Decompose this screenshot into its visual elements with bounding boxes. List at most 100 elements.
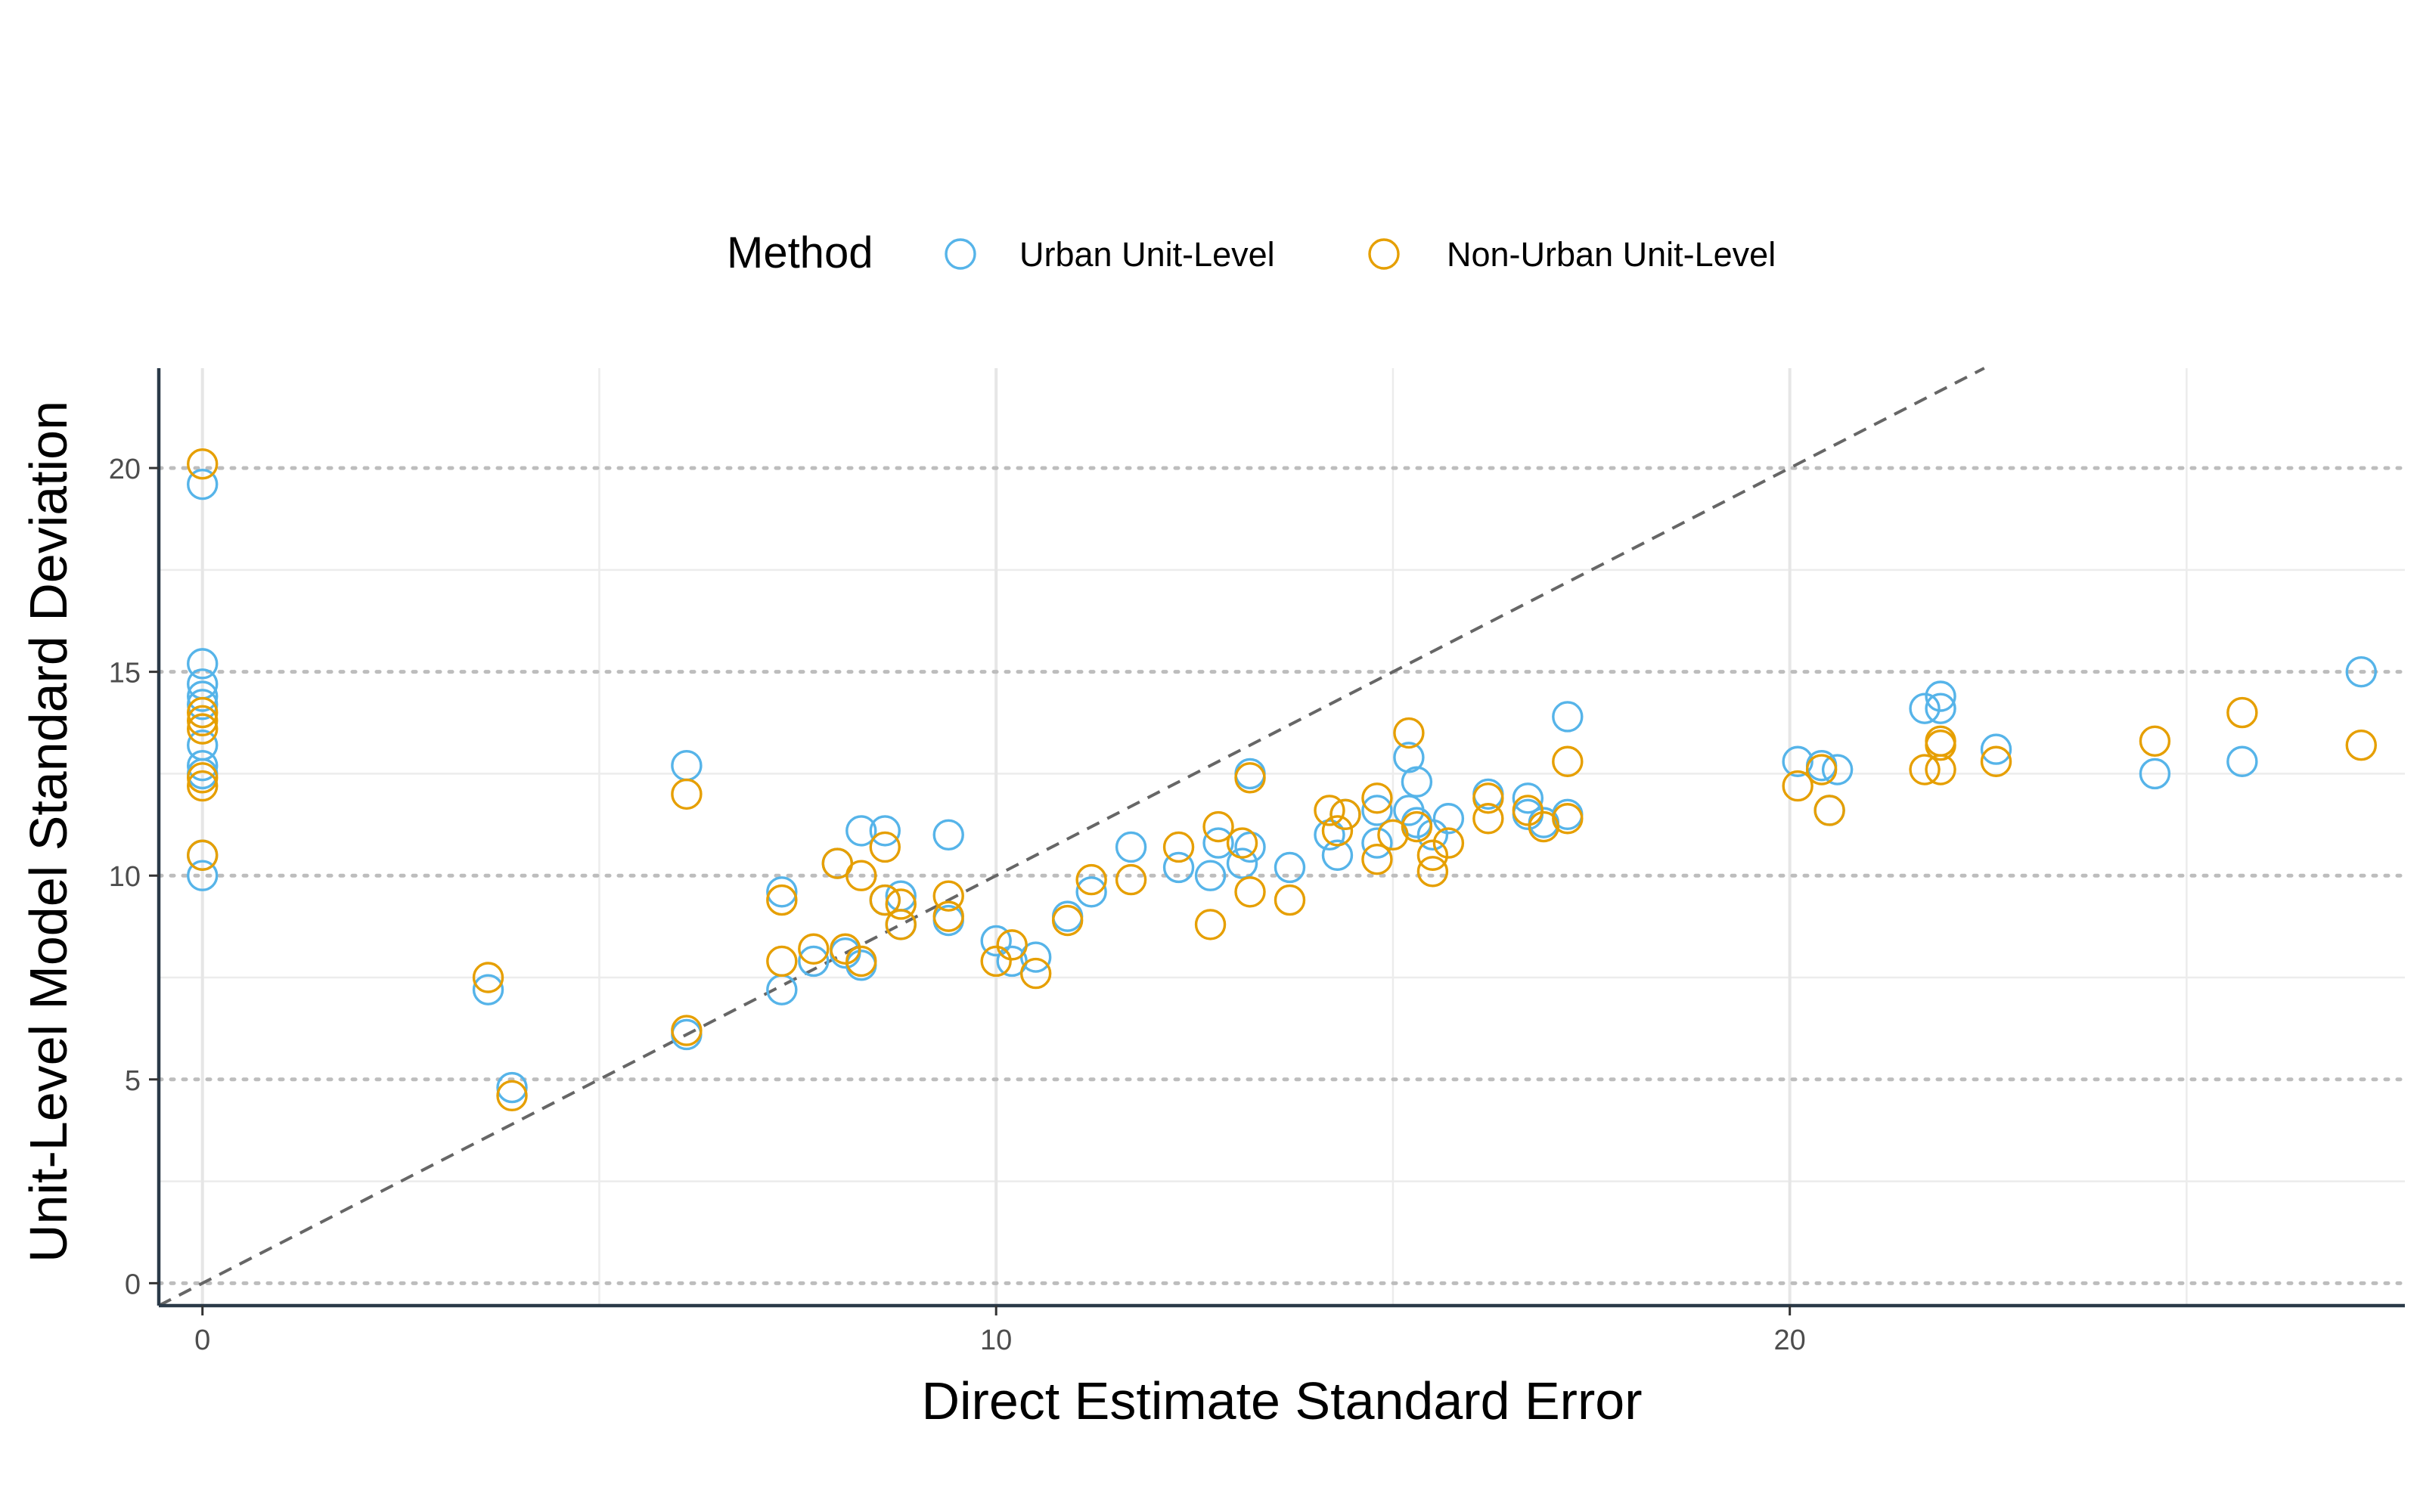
point-non-urban-unit-level [980,945,1012,978]
y-tick-label: 20 [109,454,141,485]
point-urban-unit-level [2345,655,2377,688]
point-urban-unit-level [1361,795,1393,826]
point-non-urban-unit-level [187,839,219,871]
point-non-urban-unit-level [1115,863,1147,896]
point-non-urban-unit-level [472,962,504,993]
point-urban-unit-level [187,468,219,500]
point-urban-unit-level [1226,847,1258,879]
point-urban-unit-level [1925,692,1956,724]
point-non-urban-unit-level [1361,843,1393,875]
point-non-urban-unit-level [1234,876,1266,908]
point-non-urban-unit-level [1909,754,1941,785]
point-non-urban-unit-level [187,713,219,745]
point-non-urban-unit-level [932,900,964,932]
point-urban-unit-level [1782,745,1813,777]
point-non-urban-unit-level [1782,770,1813,802]
y-tick-label: 0 [125,1269,141,1300]
point-urban-unit-level [1909,692,1941,724]
point-urban-unit-level [1432,803,1465,835]
point-urban-unit-level [1202,827,1234,859]
legend-key-non-urban-unit-level [1368,238,1400,270]
point-non-urban-unit-level [1274,884,1306,916]
point-non-urban-unit-level [1552,745,1584,777]
point-non-urban-unit-level [869,831,901,863]
point-non-urban-unit-level [1162,831,1195,863]
point-non-urban-unit-level [187,762,219,794]
point-non-urban-unit-level [885,888,917,920]
point-urban-unit-level [187,680,219,712]
point-urban-unit-level [1401,766,1433,798]
point-non-urban-unit-level [1472,803,1504,835]
point-non-urban-unit-level [1805,754,1838,785]
point-non-urban-unit-level [996,929,1028,961]
point-urban-unit-level [1314,819,1345,851]
point-non-urban-unit-level [798,933,830,965]
point-non-urban-unit-level [845,945,877,978]
point-urban-unit-level [2139,758,2171,790]
point-non-urban-unit-level [2226,696,2258,729]
x-axis-title: Direct Estimate Standard Error [921,1371,1642,1430]
point-non-urban-unit-level [1813,795,1845,826]
point-urban-unit-level [845,815,877,847]
point-urban-unit-level [869,815,901,847]
legend-label-non-urban-unit-level: Non-Urban Unit-Level [1447,235,1776,274]
point-non-urban-unit-level [932,880,964,912]
point-urban-unit-level [1162,851,1195,884]
point-non-urban-unit-level [1512,795,1544,826]
point-urban-unit-level [980,925,1012,957]
legend-label-urban-unit-level: Urban Unit-Level [1019,235,1275,274]
point-non-urban-unit-level [766,945,798,978]
point-urban-unit-level [932,819,964,851]
point-urban-unit-level [2226,745,2258,777]
point-non-urban-unit-level [1472,782,1504,814]
point-urban-unit-level [1980,733,2012,765]
point-non-urban-unit-level [869,884,901,916]
point-non-urban-unit-level [1234,762,1266,794]
point-non-urban-unit-level [2345,729,2377,761]
point-non-urban-unit-level [845,860,877,891]
point-non-urban-unit-level [830,933,861,965]
point-non-urban-unit-level [187,448,219,480]
point-urban-unit-level [1416,819,1449,851]
y-tick-label: 15 [109,658,141,689]
point-non-urban-unit-level [1552,803,1584,835]
legend: Method Urban Unit-Level Non-Urban Unit-L… [727,228,1776,277]
point-non-urban-unit-level [1329,798,1361,831]
point-urban-unit-level [1274,851,1306,884]
point-non-urban-unit-level [1361,782,1393,814]
point-urban-unit-level [187,749,219,782]
point-urban-unit-level [766,876,798,908]
legend-title: Method [727,228,873,277]
point-non-urban-unit-level [187,770,219,802]
point-non-urban-unit-level [766,884,798,916]
point-non-urban-unit-level [885,909,917,940]
x-tick-label: 20 [1774,1325,1806,1356]
point-urban-unit-level [187,689,219,720]
point-non-urban-unit-level [1202,810,1234,843]
y-axis-title: Unit-Level Model Standard Deviation [19,401,78,1263]
point-non-urban-unit-level [1019,957,1052,990]
point-urban-unit-level [1115,831,1147,863]
point-urban-unit-level [1075,876,1107,908]
point-urban-unit-level [1234,831,1266,863]
point-urban-unit-level [1512,782,1544,814]
point-non-urban-unit-level [1377,819,1409,851]
point-non-urban-unit-level [1416,856,1449,888]
point-non-urban-unit-level [1416,839,1449,871]
point-urban-unit-level [472,974,504,1005]
point-non-urban-unit-level [1432,827,1465,859]
point-non-urban-unit-level [1393,717,1425,749]
point-non-urban-unit-level [1528,810,1560,843]
point-non-urban-unit-level [187,705,219,737]
point-urban-unit-level [1361,827,1393,859]
point-non-urban-unit-level [1925,754,1956,785]
point-urban-unit-level [1393,742,1425,773]
point-non-urban-unit-level [1314,795,1345,826]
x-tick-label: 0 [194,1325,210,1356]
point-non-urban-unit-level [1980,745,2012,777]
point-urban-unit-level [1321,839,1354,871]
x-tick-label: 10 [980,1325,1012,1356]
point-urban-unit-level [187,648,219,680]
